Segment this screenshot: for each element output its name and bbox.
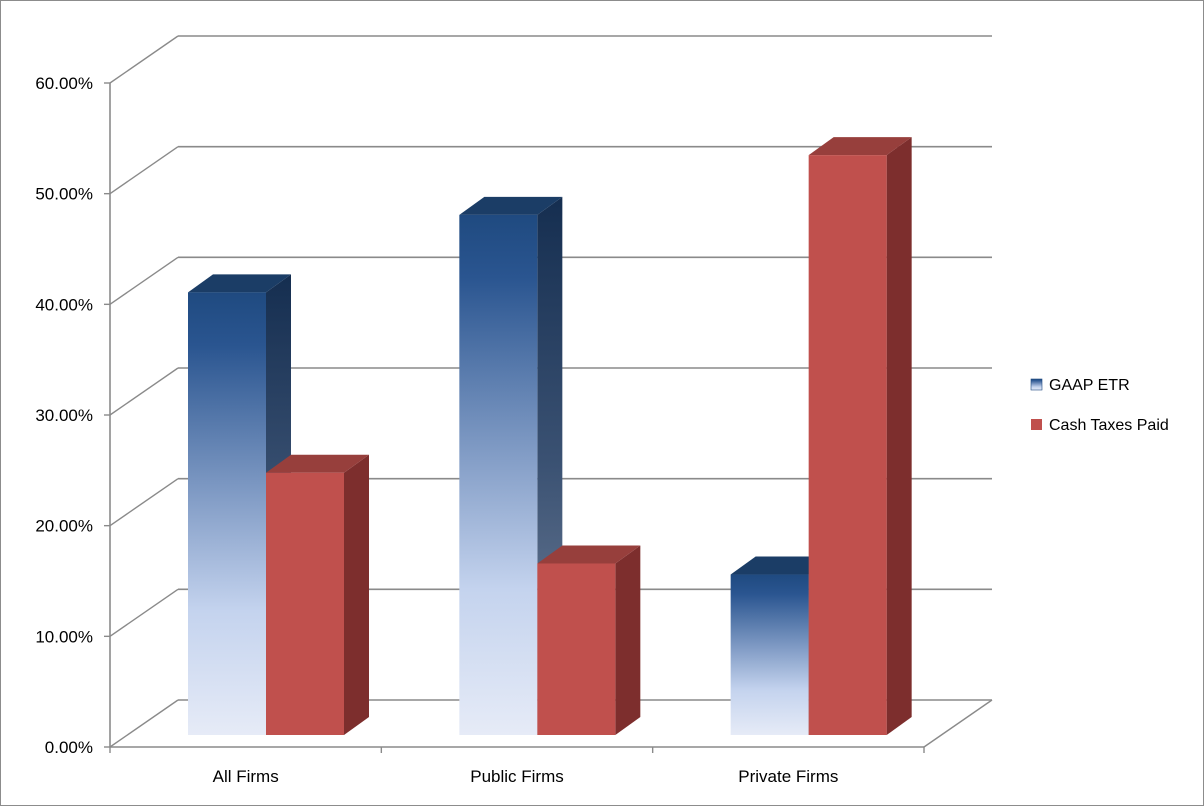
x-tick-label: Public Firms [470, 767, 564, 786]
legend: GAAP ETR Cash Taxes Paid [1030, 377, 1169, 434]
y-tick-label: 50.00% [35, 185, 93, 204]
bar-cash-taxes-paid [808, 137, 912, 735]
bar-top-face [537, 545, 641, 564]
gridline-connector [109, 35, 179, 84]
bar-front-face [730, 574, 809, 735]
legend-label-gaap-etr: GAAP ETR [1049, 377, 1130, 394]
bar-cash-taxes-paid [537, 545, 641, 735]
y-tick-label: 10.00% [35, 627, 93, 646]
y-tick-label: 60.00% [35, 74, 93, 93]
gridline-connector [109, 367, 179, 416]
bar-front-face [537, 563, 616, 735]
floor-right-edge [923, 699, 993, 748]
y-tick-label: 40.00% [35, 295, 93, 314]
bar-front-face [188, 292, 266, 735]
bar-front-face [266, 472, 344, 735]
gridline-connector [109, 478, 179, 527]
bar-side-face [344, 454, 369, 735]
bar-top-face [808, 137, 912, 156]
bar-cash-taxes-paid [266, 454, 369, 735]
bar-top-face [730, 556, 834, 575]
y-tick-label: 20.00% [35, 517, 93, 536]
bar-top-face [188, 274, 291, 293]
gridline-connector [109, 256, 179, 305]
bar-top-face [459, 196, 563, 215]
y-tick-label: 0.00% [45, 738, 93, 757]
x-tick-label: All Firms [213, 767, 279, 786]
gridline-connector [109, 699, 179, 748]
bar-side-face [615, 545, 641, 735]
bars-layer [188, 137, 912, 735]
bar-side-face [886, 137, 912, 735]
legend-label-cash-taxes-paid: Cash Taxes Paid [1049, 417, 1169, 434]
x-tick-label: Private Firms [738, 767, 838, 786]
bar-gaap-etr [188, 274, 291, 735]
gridline-connector [109, 588, 179, 637]
bar-front-face [808, 155, 887, 735]
y-tick-label: 30.00% [35, 406, 93, 425]
bar-front-face [459, 214, 538, 735]
axis-layer: 0.00% 10.00% 20.00% 30.00% 40.00% 50.00% 60.00… [35, 74, 925, 786]
legend-swatch-cash-taxes-paid [1031, 419, 1042, 430]
gridline-connector [109, 146, 179, 195]
legend-swatch-gaap-etr [1030, 378, 1043, 391]
bar-top-face [266, 454, 369, 473]
